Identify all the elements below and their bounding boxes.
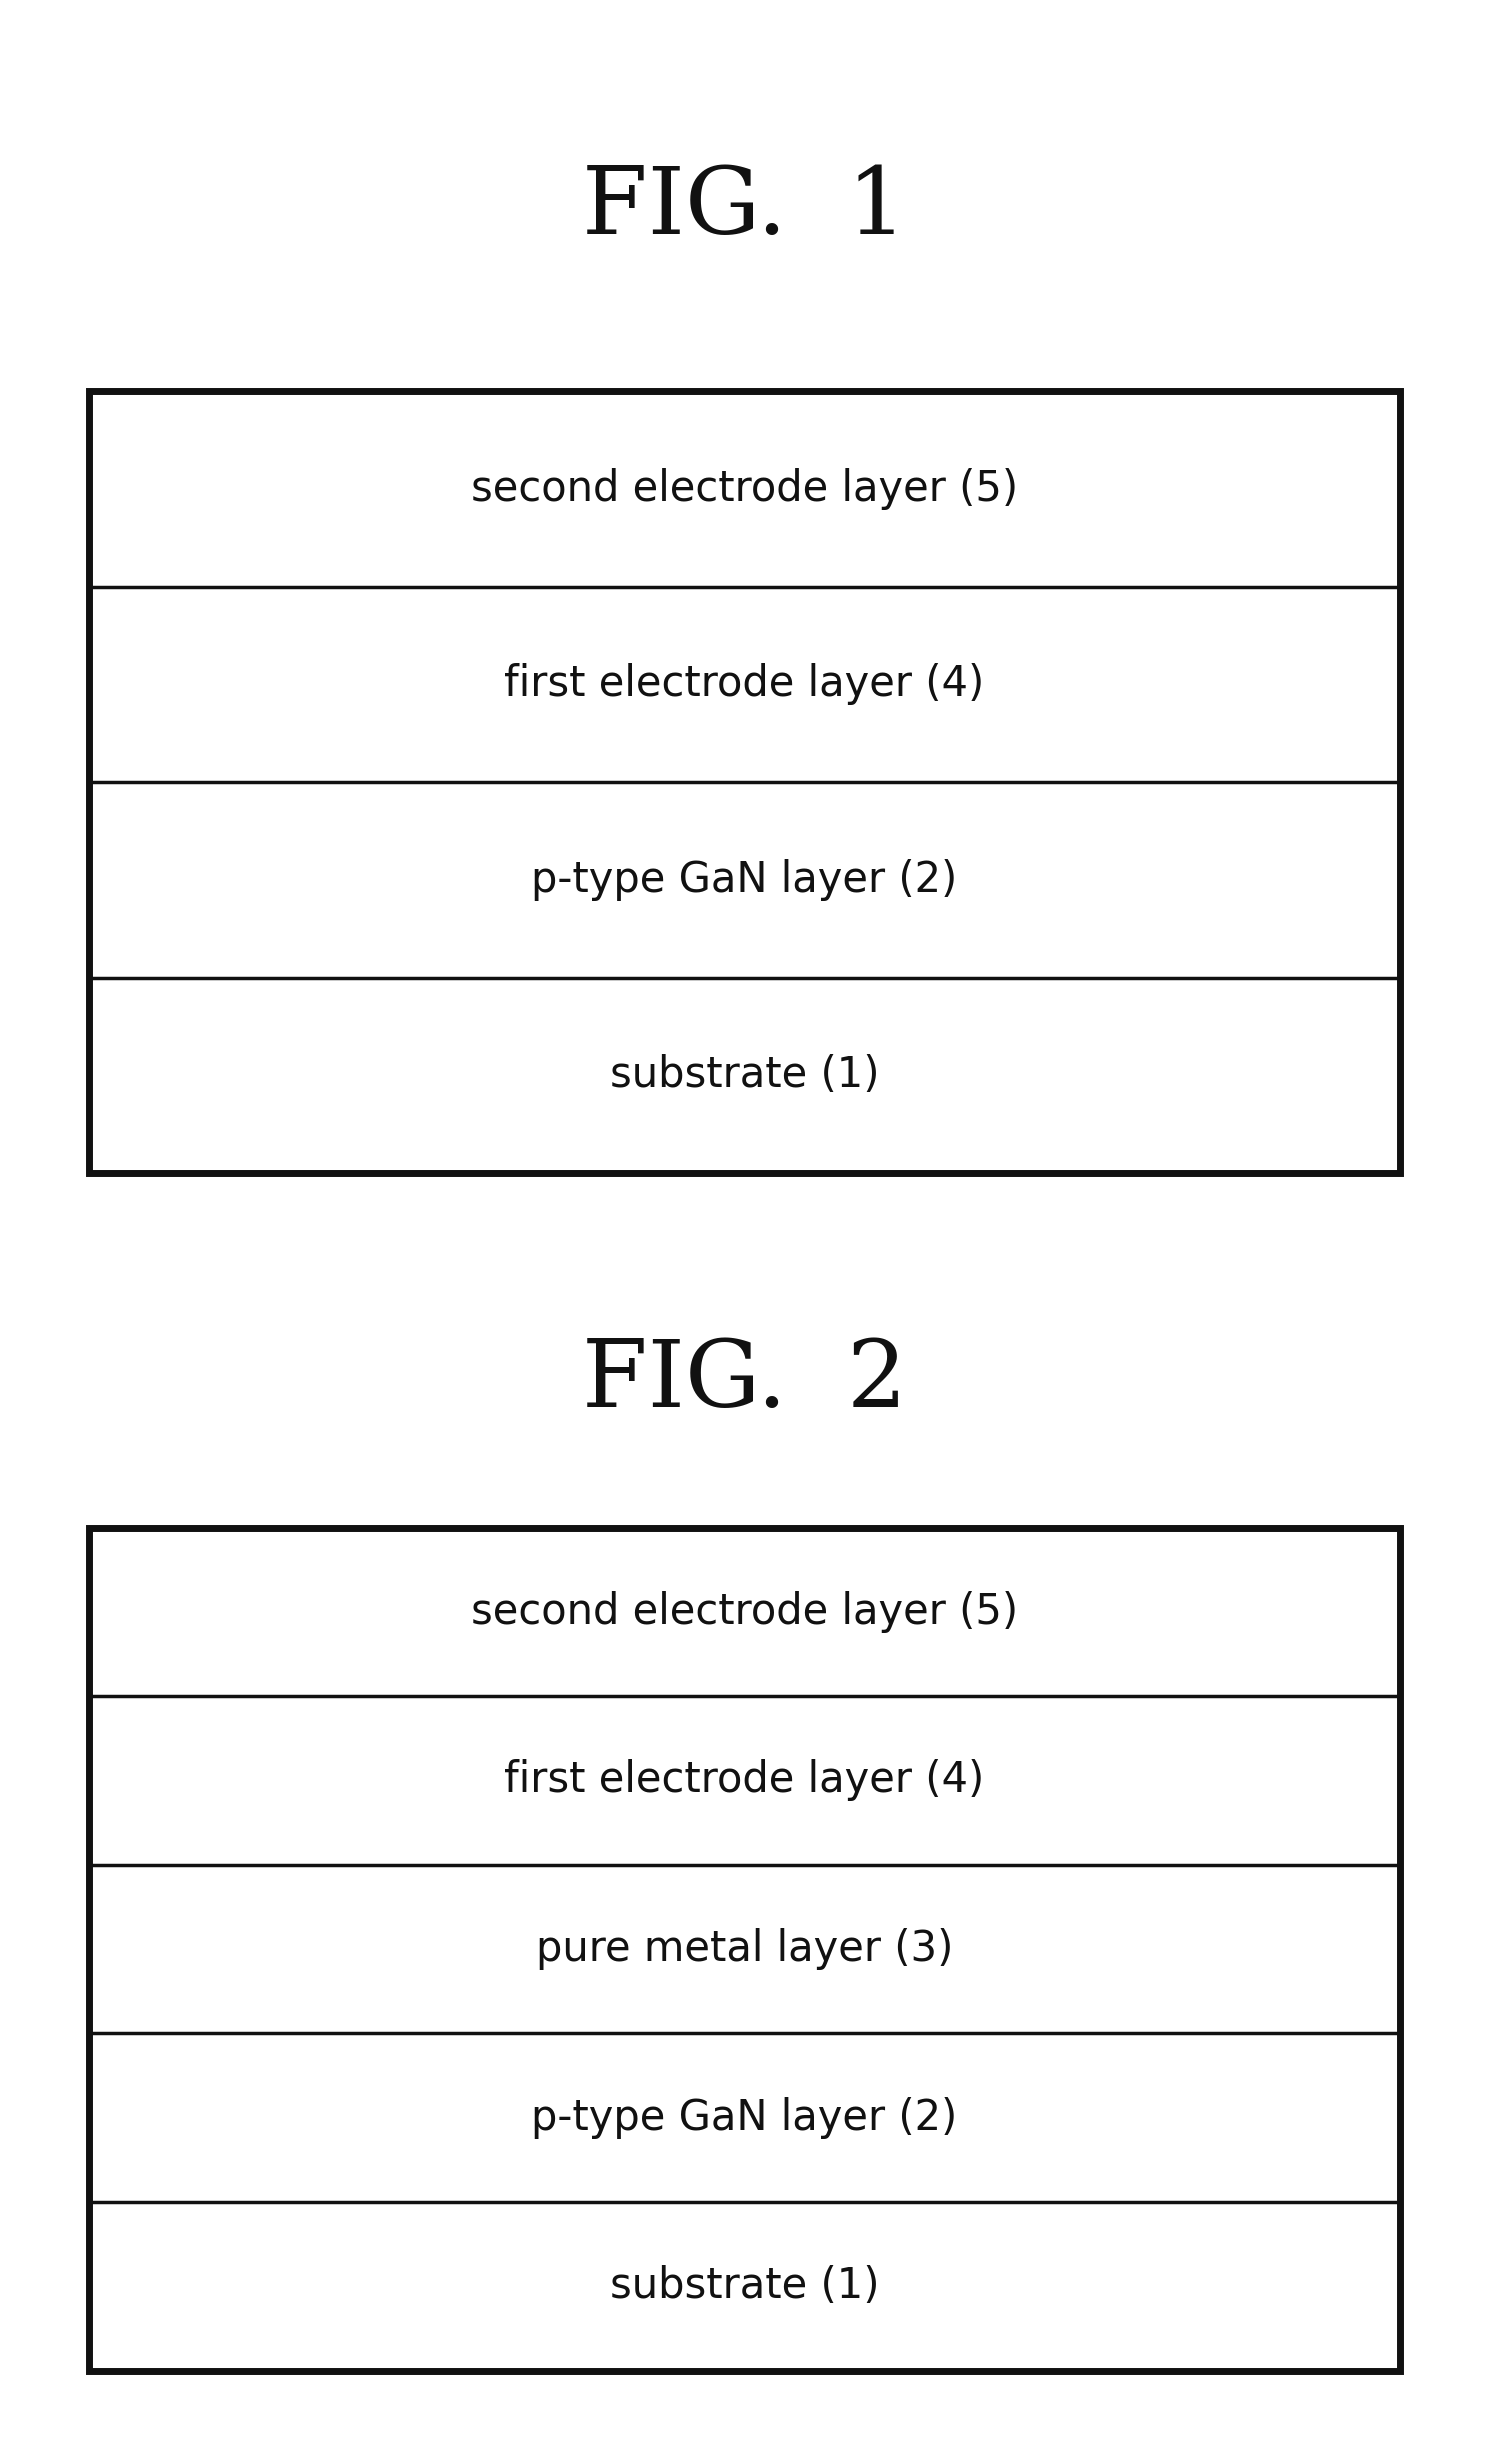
Text: substrate (1): substrate (1): [610, 1053, 879, 1097]
Text: p-type GaN layer (2): p-type GaN layer (2): [532, 858, 957, 902]
Text: pure metal layer (3): pure metal layer (3): [536, 1928, 953, 1970]
Text: second electrode layer (5): second electrode layer (5): [471, 467, 1018, 511]
Bar: [89, 1528, 1400, 2371]
Bar: [89, 391, 1400, 1173]
Text: FIG.  1: FIG. 1: [582, 164, 907, 252]
Text: first electrode layer (4): first electrode layer (4): [505, 1760, 984, 1801]
Text: p-type GaN layer (2): p-type GaN layer (2): [532, 2097, 957, 2138]
Text: FIG.  2: FIG. 2: [582, 1337, 907, 1425]
Text: first electrode layer (4): first electrode layer (4): [505, 662, 984, 706]
Text: substrate (1): substrate (1): [610, 2266, 879, 2307]
Text: second electrode layer (5): second electrode layer (5): [471, 1591, 1018, 1633]
